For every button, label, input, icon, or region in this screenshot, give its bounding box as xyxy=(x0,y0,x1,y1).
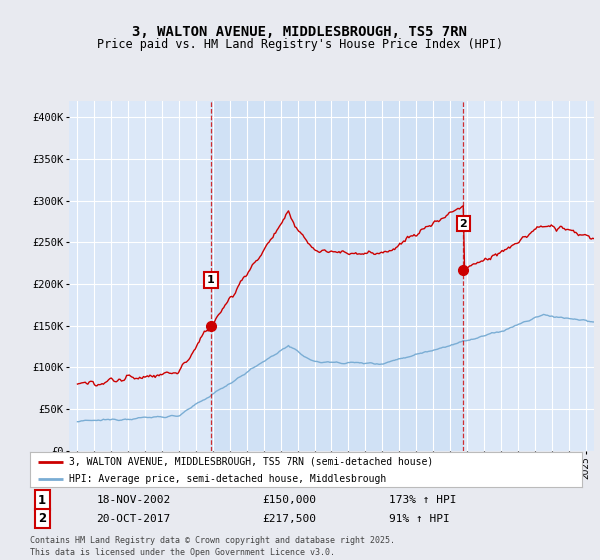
Text: 173% ↑ HPI: 173% ↑ HPI xyxy=(389,495,457,505)
Bar xyxy=(211,101,463,451)
Text: 2: 2 xyxy=(460,219,467,228)
Text: HPI: Average price, semi-detached house, Middlesbrough: HPI: Average price, semi-detached house,… xyxy=(68,474,386,483)
Text: £150,000: £150,000 xyxy=(262,495,316,505)
Text: 3, WALTON AVENUE, MIDDLESBROUGH, TS5 7RN (semi-detached house): 3, WALTON AVENUE, MIDDLESBROUGH, TS5 7RN… xyxy=(68,457,433,467)
Text: 20-OCT-2017: 20-OCT-2017 xyxy=(96,514,170,524)
Text: £217,500: £217,500 xyxy=(262,514,316,524)
Text: 1: 1 xyxy=(207,275,215,285)
Text: 1: 1 xyxy=(38,493,46,507)
Text: 3, WALTON AVENUE, MIDDLESBROUGH, TS5 7RN: 3, WALTON AVENUE, MIDDLESBROUGH, TS5 7RN xyxy=(133,26,467,39)
Text: 2: 2 xyxy=(38,512,46,525)
Text: Contains HM Land Registry data © Crown copyright and database right 2025.
This d: Contains HM Land Registry data © Crown c… xyxy=(30,536,395,557)
Text: 18-NOV-2002: 18-NOV-2002 xyxy=(96,495,170,505)
Text: 91% ↑ HPI: 91% ↑ HPI xyxy=(389,514,449,524)
Text: Price paid vs. HM Land Registry's House Price Index (HPI): Price paid vs. HM Land Registry's House … xyxy=(97,38,503,52)
